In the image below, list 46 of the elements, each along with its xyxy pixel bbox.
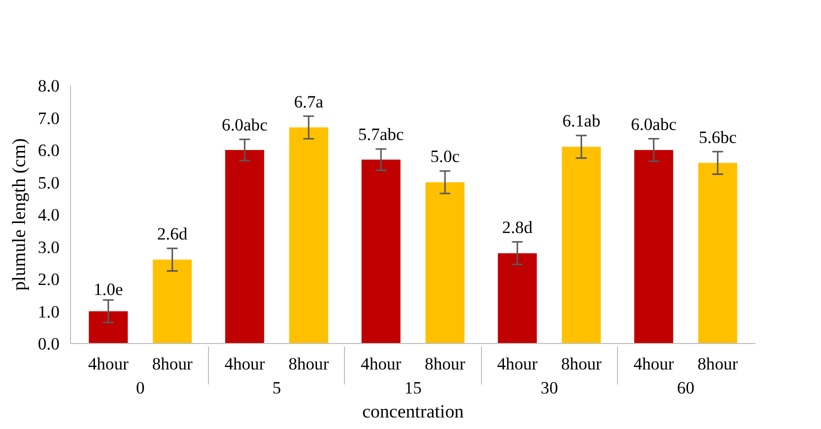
y-tick-label: 2.0 <box>38 270 60 289</box>
text: 4hour <box>497 354 538 374</box>
x-tick-label: 15 <box>404 378 422 398</box>
bar <box>562 146 601 344</box>
x-tick-label: 5 <box>272 378 281 398</box>
y-tick-label: 0.0 <box>38 334 60 354</box>
text: 8hour <box>697 354 738 374</box>
data-label: 6.0abc <box>630 114 677 134</box>
bar <box>289 127 328 344</box>
y-axis-title: plumule length (cm) <box>8 138 30 291</box>
data-label: 5.7abc <box>358 125 404 144</box>
data-label: 6.7a <box>294 92 324 112</box>
y-tick-label: 6.0 <box>38 141 60 160</box>
data-label: 6.1ab <box>562 112 600 131</box>
bar <box>225 150 264 344</box>
data-label: 2.8d <box>502 218 533 238</box>
bar <box>498 253 537 344</box>
series-label: 4hour <box>224 354 266 374</box>
text: 4hour <box>360 354 402 374</box>
text: 4hour <box>633 354 674 374</box>
y-tick-label: 8.0 <box>38 76 60 96</box>
text: 8hour <box>288 354 329 374</box>
data-label: 5.0c <box>430 147 460 166</box>
x-tick-label: 30 <box>540 378 558 398</box>
y-tick-label: 5.0 <box>38 173 60 192</box>
bar <box>152 260 192 344</box>
x-tick-label: 0 <box>136 378 145 398</box>
text: 4hour <box>88 354 129 374</box>
data-label: 6.0abc <box>222 116 268 135</box>
x-tick-label: 60 <box>677 378 694 398</box>
bar <box>426 182 464 344</box>
x-axis-title: concentration <box>362 402 464 422</box>
text: 8hour <box>561 354 602 374</box>
y-tick-label: 1.0 <box>38 302 60 322</box>
y-tick-label: 3.0 <box>38 238 60 257</box>
y-tick-label: 4.0 <box>38 206 60 224</box>
bar <box>698 162 738 344</box>
data-label: 5.6bc <box>698 128 738 147</box>
bar <box>634 150 674 344</box>
bar <box>362 160 400 344</box>
bar <box>88 311 128 344</box>
data-label: 2.6d <box>157 224 188 244</box>
data-label: 1.0e <box>94 280 124 300</box>
series-label: 8hour <box>424 354 466 374</box>
y-tick-label: 7.0 <box>38 108 60 128</box>
text: 8hour <box>152 354 193 374</box>
